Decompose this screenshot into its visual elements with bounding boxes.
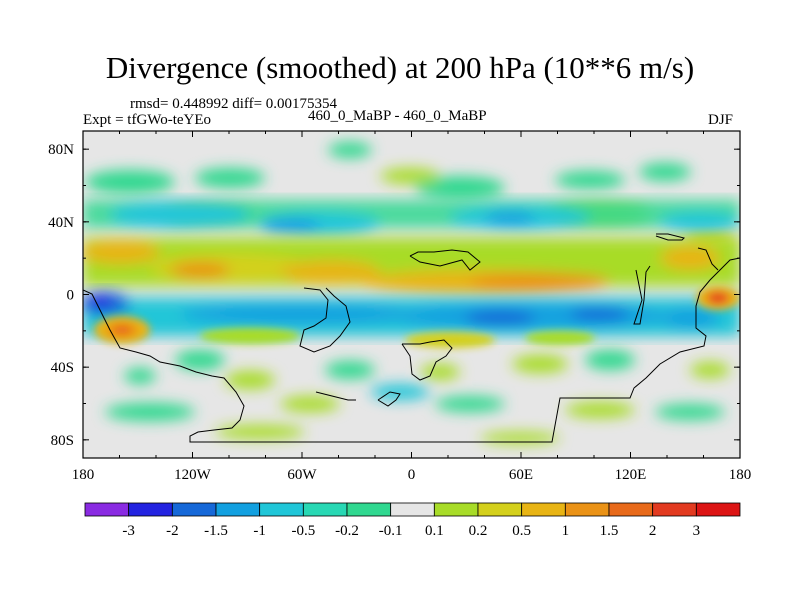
- colorbar-swatch: [652, 502, 697, 517]
- y-tick-label: 40S: [51, 360, 74, 376]
- season-label: DJF: [708, 112, 734, 128]
- colorbar-label: -1: [253, 523, 266, 539]
- x-tick-label: 120E: [615, 467, 647, 483]
- y-tick-label: 80N: [48, 142, 74, 158]
- y-tick-label: 80S: [51, 433, 74, 449]
- map-background: [83, 131, 740, 458]
- experiment-label: Expt = tfGWo-teYEo: [83, 112, 212, 128]
- colorbar-swatch: [215, 502, 261, 517]
- x-tick-label: 180: [729, 467, 752, 483]
- colorbar-label: -0.2: [335, 523, 359, 539]
- colorbar-label: 3: [693, 523, 701, 539]
- colorbar-swatch: [390, 502, 435, 517]
- colorbar-label: 1.5: [600, 523, 619, 539]
- y-axis: 80N 40N 0 40S 80S: [48, 142, 740, 449]
- x-tick-label: 180: [72, 467, 95, 483]
- y-tick-label: 40N: [48, 215, 74, 231]
- colorbar-label: 2: [649, 523, 657, 539]
- colorbar-swatch: [521, 502, 566, 517]
- y-tick-label: 0: [67, 288, 75, 304]
- stats-label: rmsd= 0.448992 diff= 0.00175354: [130, 96, 338, 112]
- colorbar-swatch: [608, 502, 654, 517]
- colorbar-swatch: [695, 502, 741, 517]
- colorbar-label: 0.5: [512, 523, 531, 539]
- colorbar-label: -3: [122, 523, 135, 539]
- coastlines: [83, 233, 740, 443]
- colorbar-label: -2: [166, 523, 179, 539]
- colorbar-label: -0.5: [291, 523, 315, 539]
- colorbar-swatch: [346, 502, 392, 517]
- colorbar-label: -1.5: [204, 523, 228, 539]
- x-axis: 180 120W 60W 0 60E 120E 180: [72, 131, 752, 483]
- divergence-field: [83, 142, 740, 444]
- x-tick-label: 60E: [509, 467, 533, 483]
- colorbar: -3 -2 -1.5 -1 -0.5 -0.2 -0.1 0.1 0.2 0.5 1 1.5 2 3: [84, 502, 741, 539]
- colorbar-label: 0.2: [469, 523, 488, 539]
- chart-title: Divergence (smoothed) at 200 hPa (10**6 …: [105, 50, 695, 85]
- colorbar-swatch: [84, 502, 130, 517]
- x-tick-label: 0: [408, 467, 416, 483]
- colorbar-swatch: [302, 502, 348, 517]
- colorbar-swatch: [564, 502, 610, 517]
- colorbar-swatch: [433, 502, 479, 517]
- x-tick-label: 60W: [287, 467, 317, 483]
- x-tick-label: 120W: [174, 467, 212, 483]
- colorbar-swatch: [259, 502, 304, 517]
- colorbar-label: 0.1: [425, 523, 444, 539]
- colorbar-label: 1: [562, 523, 570, 539]
- case-label: 460_0_MaBP - 460_0_MaBP: [308, 108, 487, 124]
- colorbar-label: -0.1: [379, 523, 403, 539]
- colorbar-swatch: [477, 502, 523, 517]
- colorbar-swatch: [128, 502, 173, 517]
- colorbar-swatch: [171, 502, 217, 517]
